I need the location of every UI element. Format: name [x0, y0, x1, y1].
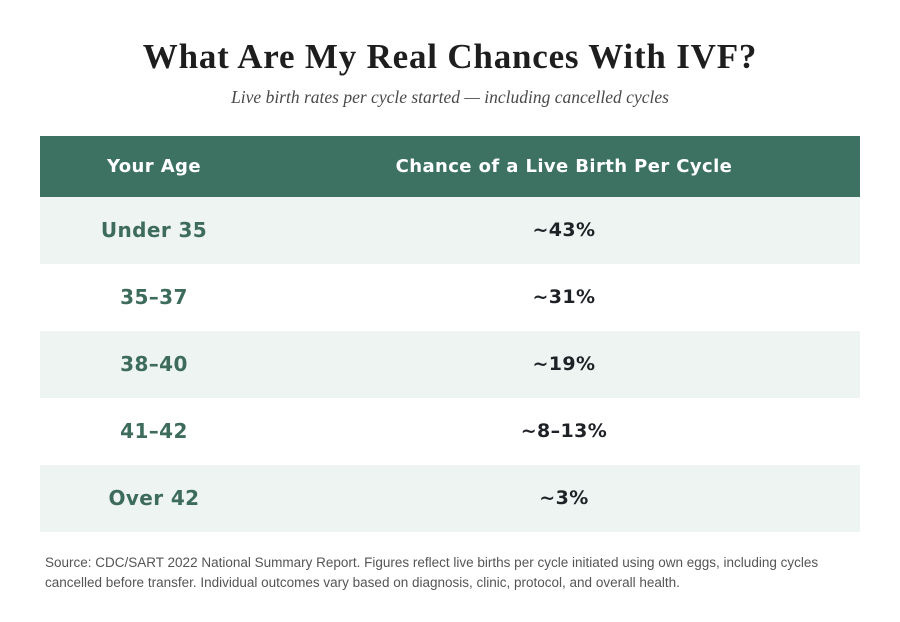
source-note: Source: CDC/SART 2022 National Summary R…	[45, 554, 819, 590]
table-row: Over 42 ~3%	[40, 464, 860, 532]
table-row: 38–40 ~19%	[40, 330, 860, 398]
column-header-chance: Chance of a Live Birth Per Cycle	[395, 155, 733, 177]
page-subtitle: Live birth rates per cycle started — inc…	[231, 86, 669, 107]
column-header-age: Your Age	[107, 155, 201, 177]
chance-cell: ~43%	[532, 219, 596, 241]
table-row: 35–37 ~31%	[40, 263, 860, 331]
ivf-success-rate-table: Your Age Chance of a Live Birth Per Cycl…	[40, 135, 860, 532]
chance-cell: ~8–13%	[520, 420, 608, 442]
age-cell: Under 35	[100, 218, 208, 242]
chance-cell: ~31%	[532, 286, 596, 308]
chance-cell: ~3%	[539, 487, 589, 509]
table-row: Under 35 ~43%	[40, 196, 860, 264]
age-cell: Over 42	[108, 486, 200, 510]
age-cell: 35–37	[120, 285, 188, 309]
page-title: What Are My Real Chances With IVF?	[142, 37, 758, 76]
chance-cell: ~19%	[532, 353, 596, 375]
age-cell: 38–40	[120, 352, 188, 376]
table-row: 41–42 ~8–13%	[40, 397, 860, 465]
age-cell: 41–42	[120, 419, 188, 443]
table-header-row: Your Age Chance of a Live Birth Per Cycl…	[40, 135, 860, 197]
